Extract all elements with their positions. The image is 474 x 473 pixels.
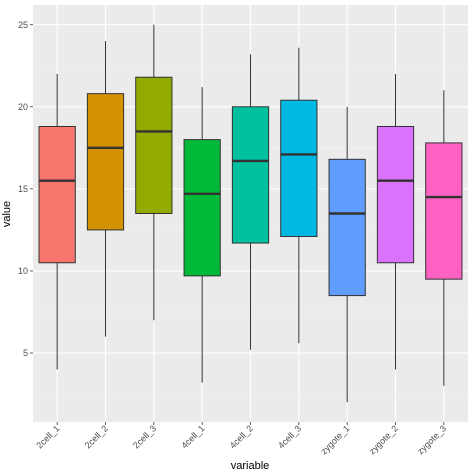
box-4cell_3	[280, 47, 318, 344]
y-tick-label: 5	[23, 348, 28, 358]
box-body	[135, 76, 173, 214]
boxes	[38, 24, 463, 403]
box-2cell_3	[135, 24, 173, 321]
y-tick-label: 25	[18, 20, 28, 30]
y-tick-label: 15	[18, 184, 28, 194]
y-tick-label: 10	[18, 266, 28, 276]
x-tick-label: 4cell_3	[276, 423, 303, 450]
box-body	[183, 139, 221, 277]
x-tick-label: 2cell_1	[34, 423, 61, 450]
box-body	[376, 125, 415, 264]
box-zygote_3	[425, 90, 463, 386]
x-tick-label: 4cell_2	[228, 423, 255, 450]
x-tick-label: zygote_2	[367, 423, 400, 456]
box-body	[38, 125, 76, 264]
box-body	[280, 99, 318, 237]
box-4cell_2	[231, 54, 270, 350]
y-tick-label: 20	[18, 102, 28, 112]
x-axis-title: variable	[231, 460, 270, 472]
box-zygote_2	[376, 73, 415, 370]
y-axis-title: value	[1, 201, 13, 227]
box-2cell_2	[86, 41, 125, 337]
axis-ticks	[30, 24, 445, 425]
box-4cell_1	[183, 87, 221, 383]
box-zygote_1	[328, 106, 366, 403]
box-body	[328, 158, 366, 297]
box-2cell_1	[38, 73, 76, 370]
x-tick-label: 2cell_3	[131, 423, 158, 450]
box-body	[231, 106, 270, 244]
x-tick-label: zygote_3	[415, 423, 448, 456]
box-body	[425, 142, 463, 280]
x-tick-label: 4cell_1	[179, 423, 206, 450]
x-tick-label: zygote_1	[319, 423, 352, 456]
x-tick-label: 2cell_2	[83, 423, 110, 450]
box-body	[86, 93, 125, 231]
